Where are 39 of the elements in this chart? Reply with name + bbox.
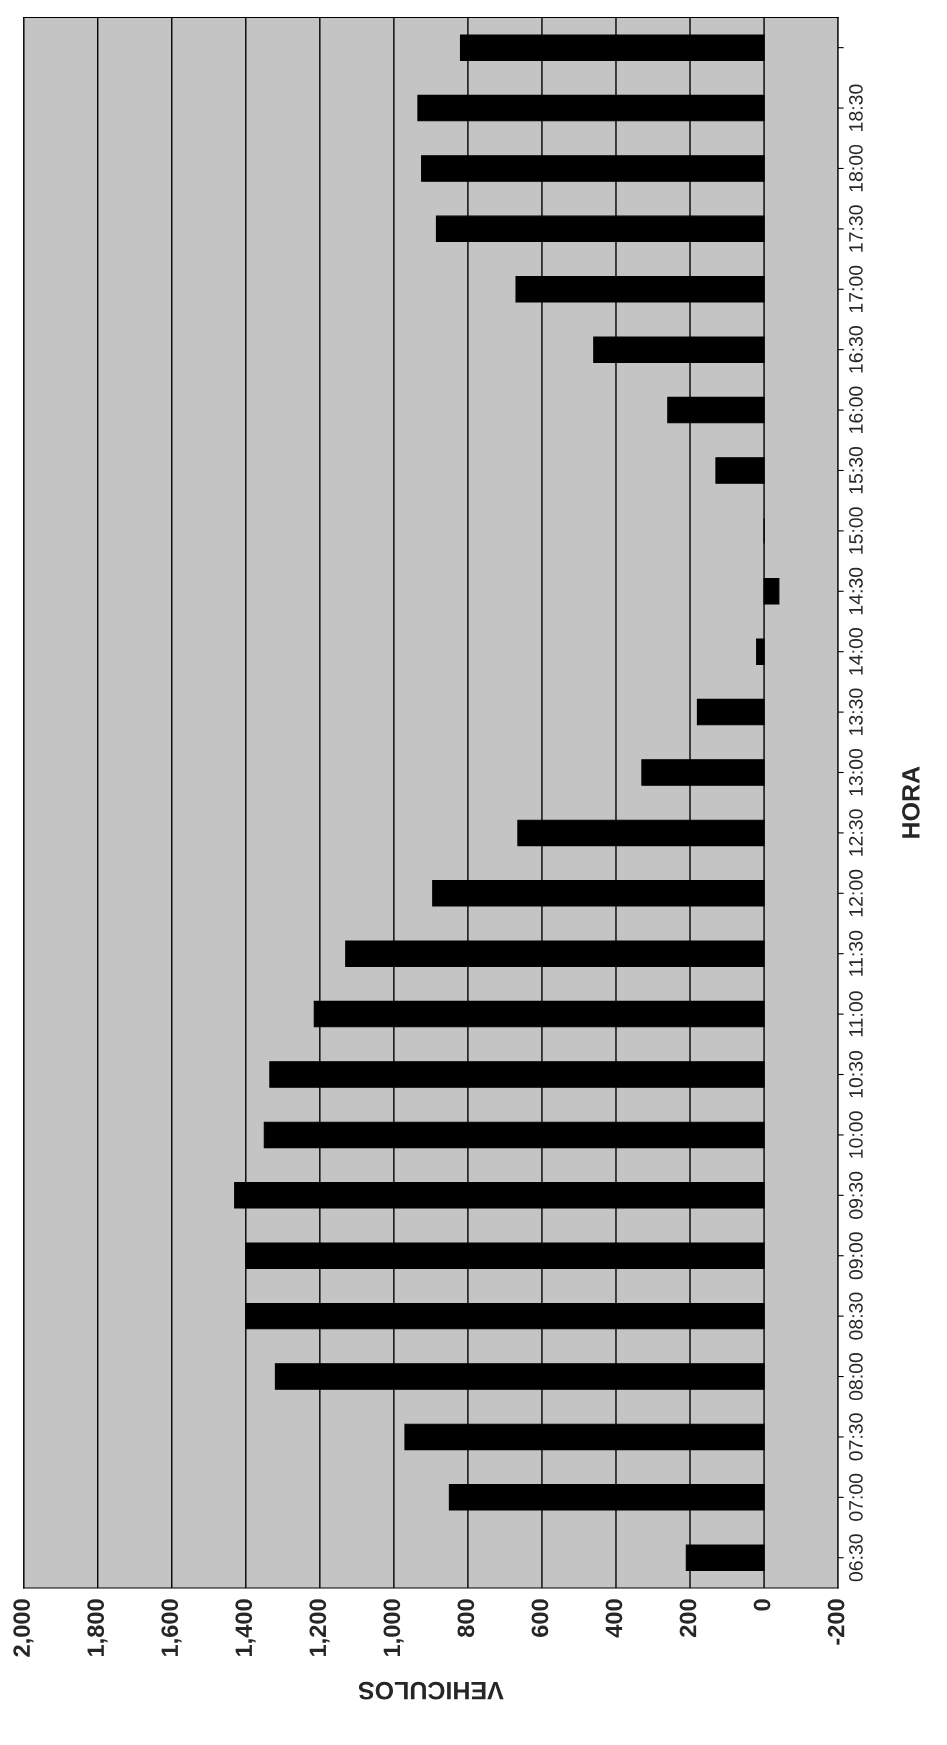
y-tick-label: 10:00	[849, 1111, 863, 1158]
y-tick-label: 16:00	[849, 386, 863, 433]
y-axis-title: HORA	[902, 766, 920, 838]
y-tick-label: 13:00	[849, 748, 863, 796]
y-tick-label: 06:30	[849, 1534, 863, 1582]
y-tick-label: 14:30	[849, 567, 863, 615]
y-tick-label: 07:30	[849, 1413, 863, 1461]
x-tick-label: 1,200	[309, 1599, 330, 1656]
x-axis-title: VEHICULOS	[358, 1681, 504, 1700]
y-tick-label: 17:30	[849, 205, 863, 252]
y-tick-label: 15:00	[849, 507, 863, 554]
y-tick-label: 08:30	[849, 1292, 863, 1340]
y-tick-label: 09:30	[849, 1171, 863, 1219]
x-tick-label: -200	[827, 1599, 845, 1645]
x-tick-label: 600	[531, 1599, 549, 1637]
y-tick-label: 10:30	[849, 1050, 863, 1098]
y-tick-label: 16:30	[849, 326, 863, 373]
y-tick-label: 11:00	[849, 991, 863, 1037]
y-tick-label: 12:30	[849, 809, 863, 856]
y-tick-label: 18:00	[849, 144, 863, 192]
y-tick-label: 07:00	[849, 1473, 863, 1521]
y-tick-label: 12:00	[849, 869, 863, 917]
y-tick-label: 09:00	[849, 1232, 863, 1280]
x-tick-label: 1,600	[161, 1599, 182, 1656]
x-tick-label: 2,000	[13, 1599, 34, 1657]
x-tick-label: 1,800	[87, 1599, 108, 1656]
x-tick-label: 1,400	[235, 1599, 256, 1656]
x-tick-label: 800	[457, 1599, 475, 1638]
x-tick-label: 0	[753, 1599, 771, 1611]
x-tick-label: 200	[679, 1599, 697, 1637]
x-tick-label: 400	[605, 1599, 623, 1638]
y-tick-label: 08:00	[849, 1352, 863, 1401]
y-tick-label: 11:30	[849, 930, 863, 976]
y-tick-label: 13:30	[849, 688, 863, 735]
x-tick-label: 1,000	[383, 1599, 404, 1656]
y-tick-label: 18:30	[849, 84, 863, 131]
y-tick-label: 15:30	[849, 446, 863, 494]
y-tick-label: 17:00	[849, 265, 863, 313]
y-tick-label: 14:00	[849, 628, 863, 675]
